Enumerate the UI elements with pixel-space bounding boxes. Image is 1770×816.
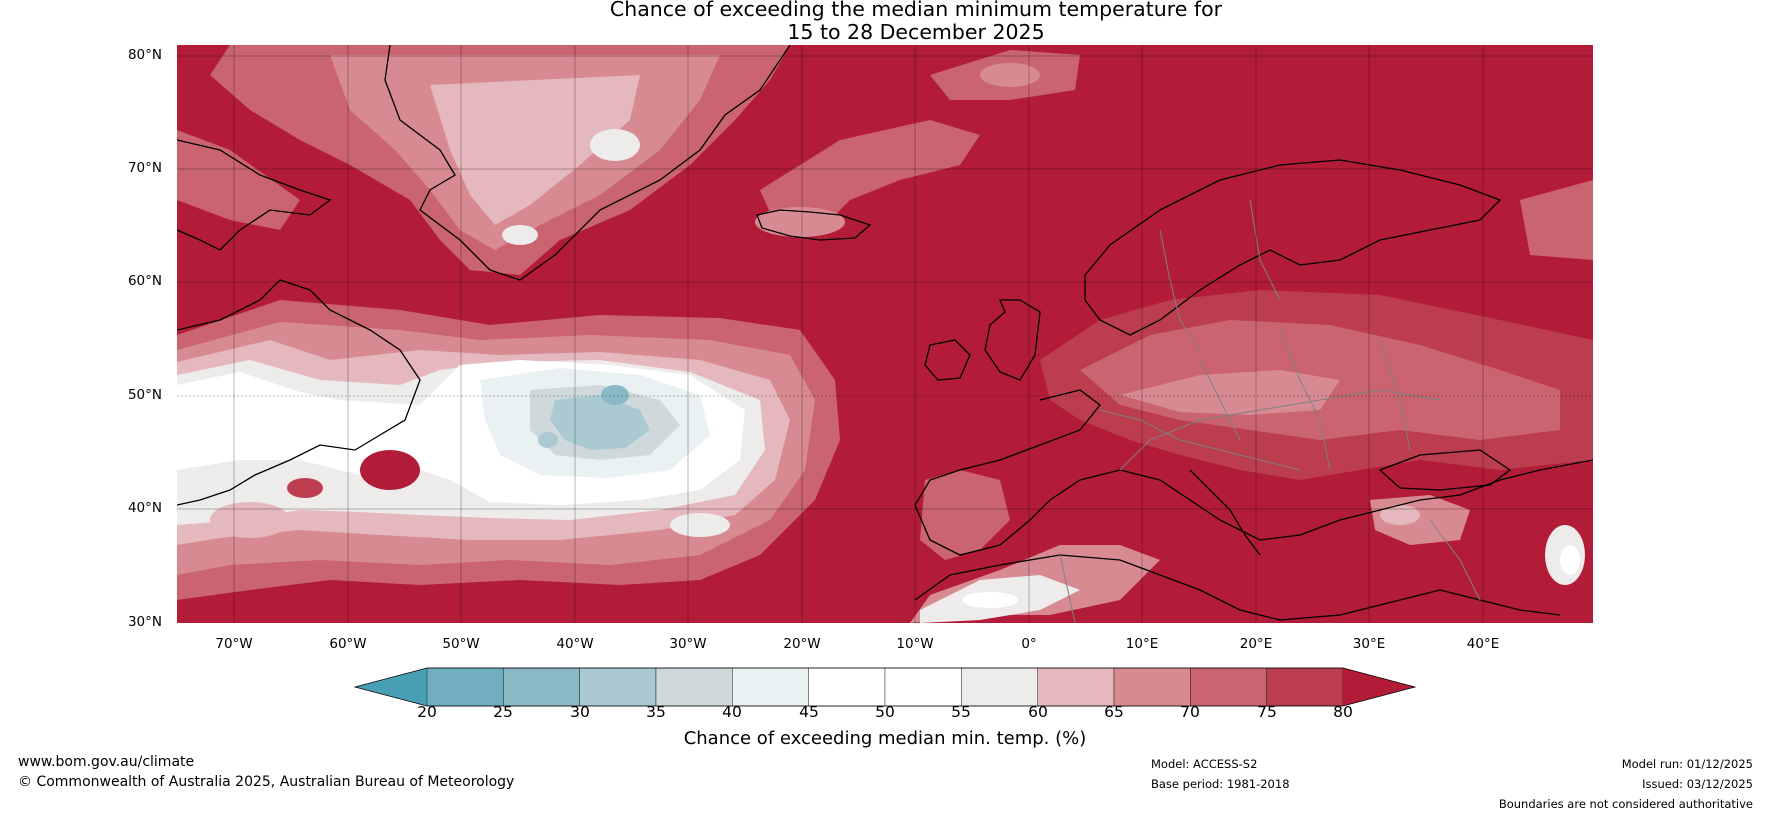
colorbar-cell-75-80 xyxy=(1266,667,1344,707)
lon-label-30e: 30°E xyxy=(1352,636,1386,652)
footer-model-run: Model run: 01/12/2025 xyxy=(1621,757,1753,771)
lon-label-50w: 50°W xyxy=(442,636,480,652)
lon-label-60w: 60°W xyxy=(329,636,367,652)
black-sea-coastline xyxy=(1378,449,1512,491)
lon-label-30w: 30°W xyxy=(669,636,707,652)
lat-label-80n: 80°N xyxy=(127,47,162,63)
iceland-coastline xyxy=(756,209,872,241)
lat-label-50n: 50°N xyxy=(127,387,162,403)
colorbar-cell-70-75 xyxy=(1190,667,1267,707)
lon-label-40e: 40°E xyxy=(1466,636,1500,652)
footer-model: Model: ACCESS-S2 xyxy=(1151,757,1258,771)
colorbar-cell-55-60 xyxy=(961,667,1038,707)
footer-website: www.bom.gov.au/climate xyxy=(18,754,195,770)
footer-base-period: Base period: 1981-2018 xyxy=(1151,777,1290,791)
footer-issued: Issued: 03/12/2025 xyxy=(1642,777,1753,791)
colorbar-tick-20: 20 xyxy=(417,703,437,721)
greenland-anomaly-region xyxy=(177,45,1593,275)
graticule xyxy=(177,45,1593,623)
colorbar-tick-45: 45 xyxy=(799,703,819,721)
greenland-coastline xyxy=(384,45,791,281)
italy-coastline xyxy=(1189,469,1261,556)
colorbar-cells xyxy=(426,667,1344,707)
footer-copyright: © Commonwealth of Australia 2025, Austra… xyxy=(18,774,515,790)
lat-label-70n: 70°N xyxy=(127,160,162,176)
colorbar-extend-low xyxy=(355,668,427,706)
lat-label-60n: 60°N xyxy=(127,273,162,289)
lon-label-20w: 20°W xyxy=(783,636,821,652)
map-area xyxy=(177,45,1593,623)
colorbar-tick-30: 30 xyxy=(570,703,590,721)
colorbar-cell-40-45 xyxy=(732,667,809,707)
colorbar-extend-high xyxy=(1343,668,1415,706)
colorbar-cell-60-65 xyxy=(1037,667,1115,707)
colorbar-tick-80: 80 xyxy=(1333,703,1353,721)
colorbar-tick-55: 55 xyxy=(951,703,971,721)
colorbar-cell-20-25 xyxy=(426,667,504,707)
colorbar-label: Chance of exceeding median min. temp. (%… xyxy=(683,728,1087,749)
lon-label-20e: 20°E xyxy=(1239,636,1273,652)
north-atlantic-anomaly-region xyxy=(177,300,840,600)
colorbar-cell-45-50 xyxy=(808,667,886,707)
colorbar-cell-35-40 xyxy=(655,667,733,707)
lon-label-70w: 70°W xyxy=(215,636,253,652)
lon-label-40w: 40°W xyxy=(556,636,594,652)
colorbar-cell-30-35 xyxy=(579,667,657,707)
lat-label-30n: 30°N xyxy=(127,614,162,630)
colorbar-cell-50-55 xyxy=(884,667,962,707)
north-africa-coastline xyxy=(914,554,1561,621)
colorbar xyxy=(353,667,1417,707)
colorbar-tick-60: 60 xyxy=(1028,703,1048,721)
coastlines xyxy=(177,45,1593,621)
ireland-coastline xyxy=(924,339,971,381)
lon-label-10e: 10°E xyxy=(1125,636,1159,652)
colorbar-cell-65-70 xyxy=(1113,667,1191,707)
north-america-coastline xyxy=(177,279,421,506)
canada-arctic-coastline xyxy=(177,139,332,251)
lat-label-40n: 40°N xyxy=(127,500,162,516)
country-borders xyxy=(1059,199,1481,623)
title-line-2: 15 to 28 December 2025 xyxy=(787,20,1045,44)
europe-coastline xyxy=(914,389,1593,556)
colorbar-tick-75: 75 xyxy=(1257,703,1277,721)
colorbar-tick-50: 50 xyxy=(875,703,895,721)
scandinavia-coastline xyxy=(1084,159,1502,336)
great-britain-coastline xyxy=(984,299,1041,381)
chart-title: Chance of exceeding the median minimum t… xyxy=(0,0,1770,44)
colorbar-tick-35: 35 xyxy=(646,703,666,721)
colorbar-cell-25-30 xyxy=(503,667,580,707)
colorbar-tick-65: 65 xyxy=(1104,703,1124,721)
lon-label-0: 0° xyxy=(1021,636,1037,652)
colorbar-tick-25: 25 xyxy=(493,703,513,721)
lon-label-10w: 10°W xyxy=(896,636,934,652)
colorbar-tick-70: 70 xyxy=(1180,703,1200,721)
title-line-1: Chance of exceeding the median minimum t… xyxy=(609,0,1223,21)
europe-anomaly-region xyxy=(910,290,1593,623)
colorbar-tick-40: 40 xyxy=(722,703,742,721)
footer-disclaimer: Boundaries are not considered authoritat… xyxy=(1498,797,1753,811)
